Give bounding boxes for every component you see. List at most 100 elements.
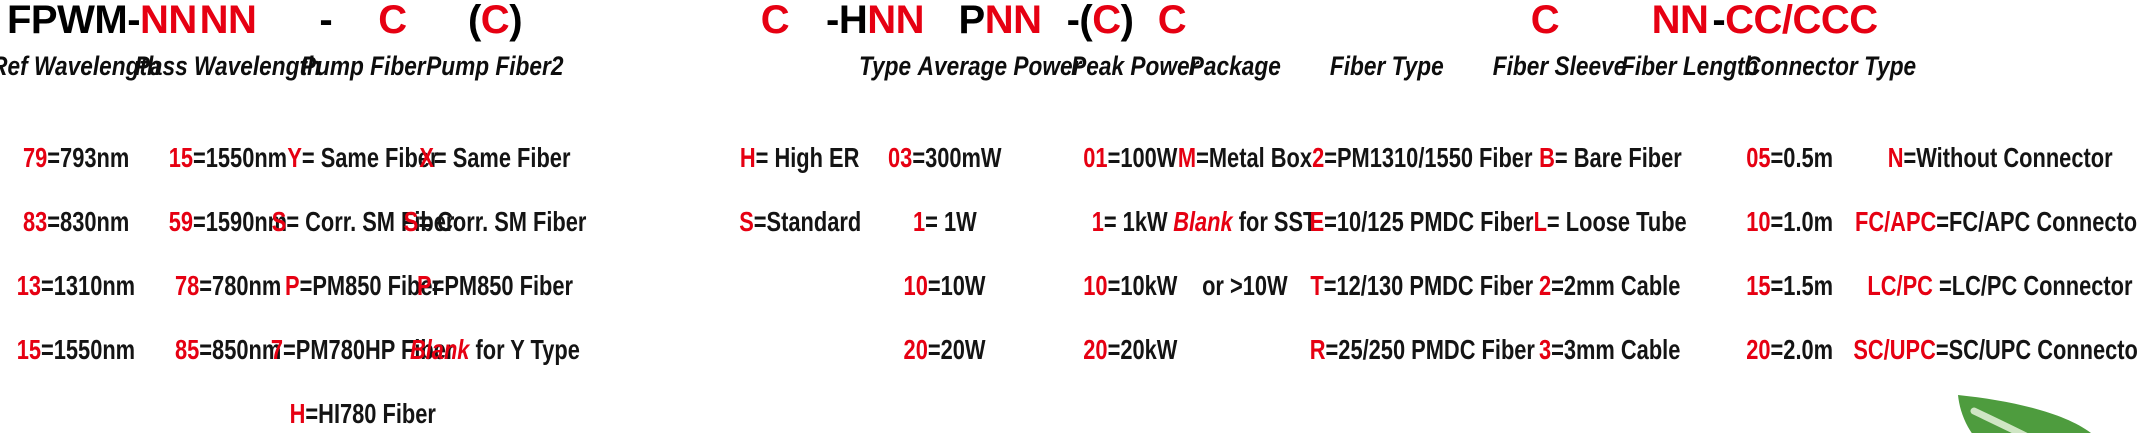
code-prefix: -( bbox=[1066, 0, 1093, 42]
column-connector-type: - CC/CCC Connector Type N=Without Connect… bbox=[1712, 0, 2138, 433]
column-label-type: Type bbox=[791, 51, 979, 82]
option-desc: =Standard bbox=[753, 206, 861, 237]
option: P=PM850 Fiber bbox=[417, 254, 573, 318]
option-desc: =1.5m bbox=[1770, 270, 1834, 301]
option-desc: =25/250 PMDC Fiber bbox=[1325, 334, 1535, 365]
code-placeholder: NN bbox=[984, 0, 1042, 42]
option-text: H=HI780 Fiber bbox=[290, 400, 436, 428]
option-desc: =10/125 PMDC Fiber bbox=[1324, 206, 1534, 237]
option: 15=1550nm bbox=[0, 318, 152, 382]
option-code: M bbox=[1177, 142, 1197, 173]
column-label-text: Package bbox=[1188, 51, 1282, 81]
option-text: SC/UPC=SC/UPC Connector bbox=[1853, 336, 2138, 364]
option-desc: =1.0m bbox=[1770, 206, 1834, 237]
column-pass-wavelength: NN Pass Wavelength 15=1550nm 59=1590nm 7… bbox=[135, 0, 321, 433]
option: 10=10kW bbox=[1043, 254, 1217, 318]
option-code: SC/UPC bbox=[1853, 334, 1936, 365]
option-text: H= High ER bbox=[740, 144, 860, 172]
column-label-text: Fiber Type bbox=[1330, 51, 1444, 81]
option-desc: =0.5m bbox=[1770, 142, 1834, 173]
option-text: L= Loose Tube bbox=[1533, 208, 1686, 236]
option: or >10W bbox=[1158, 254, 1332, 318]
option-text: 20=20kW bbox=[1083, 336, 1177, 364]
code-placeholder: C bbox=[480, 0, 510, 42]
option: 83=830nm bbox=[0, 190, 152, 254]
column-label-fiber-sleeve: Fiber Sleeve bbox=[1488, 51, 1632, 82]
option-text: 20=20W bbox=[904, 336, 986, 364]
option-text: 15=1.5m bbox=[1747, 272, 1834, 300]
option: 10=10W bbox=[858, 254, 1032, 318]
option-text: P=PM850 Fiber bbox=[417, 272, 573, 300]
option-desc: = 1W bbox=[925, 206, 977, 237]
option-desc: =100W bbox=[1107, 142, 1178, 173]
code-segment-pass-wavelength: NN bbox=[152, 0, 304, 40]
options-list: 79=793nm 83=830nm 13=1310nm 15=1550nm bbox=[0, 126, 152, 382]
option-code: 83 bbox=[22, 206, 48, 237]
option-desc: =780nm bbox=[199, 270, 282, 301]
options-list: 03=300mW 1= 1W 10=10W 20=20W bbox=[858, 126, 1032, 382]
option-text: E=10/125 PMDC Fiber bbox=[1310, 208, 1534, 236]
column-package: -(C) Package M=Metal Box Blank for SST o… bbox=[1067, 0, 1332, 433]
column-label-fiber-length: Fiber Length bbox=[1608, 51, 1772, 82]
option: 2=2mm Cable bbox=[1538, 254, 1682, 318]
option-code: H bbox=[740, 142, 757, 173]
code-placeholder: NN bbox=[1651, 0, 1709, 42]
option-desc: =LC/PC Connector bbox=[1932, 270, 2133, 301]
option: 2=PM1310/1550 Fiber bbox=[1310, 126, 1534, 190]
option-code: R bbox=[1309, 334, 1326, 365]
option-text: 10=1.0m bbox=[1747, 208, 1834, 236]
option-desc: = High ER bbox=[756, 142, 860, 173]
option-text: R=25/250 PMDC Fiber bbox=[1309, 336, 1534, 364]
option-text: 85=850nm bbox=[175, 336, 281, 364]
option-text: 59=1590nm bbox=[169, 208, 287, 236]
option: 85=850nm bbox=[152, 318, 304, 382]
column-label-package: Package bbox=[1148, 51, 1322, 82]
column-peak-power: P NN Peak Power 01=100W 1= 1kW 10=10kW 2… bbox=[959, 0, 1217, 433]
option: 05=0.5m bbox=[1708, 126, 1872, 190]
option: M=Metal Box bbox=[1158, 126, 1332, 190]
column-label-text: Fiber Length bbox=[1621, 51, 1759, 81]
code-placeholder: C bbox=[1530, 0, 1560, 42]
code-segment-fiber-sleeve: C bbox=[1473, 0, 1617, 40]
column-label-connector-type: Connector Type bbox=[1698, 51, 1962, 82]
option-text: 1= 1W bbox=[913, 208, 977, 236]
option-text: LC/PC =LC/PC Connector bbox=[1867, 272, 2132, 300]
option-code: B bbox=[1538, 142, 1555, 173]
option-code: S bbox=[271, 206, 287, 237]
option-desc: =PM850 Fiber bbox=[299, 270, 441, 301]
option-desc: = 1kW bbox=[1104, 206, 1168, 237]
option-code: 01 bbox=[1082, 142, 1108, 173]
code-segment-peak-power: P NN bbox=[913, 0, 1087, 40]
column-label-pump-fiber: Pump Fiber bbox=[296, 51, 430, 82]
code-placeholder: C bbox=[1092, 0, 1121, 42]
option-code: H bbox=[289, 398, 306, 429]
option-text: 15=1550nm bbox=[17, 336, 135, 364]
option-text: 3=3mm Cable bbox=[1539, 336, 1680, 364]
option-code: L bbox=[1533, 206, 1547, 237]
option-desc: =SC/UPC Connector bbox=[1935, 334, 2138, 365]
option-desc: =850nm bbox=[199, 334, 282, 365]
option: S= Corr. SM Fiber bbox=[404, 190, 587, 254]
option-desc: = Corr. SM Fiber bbox=[286, 206, 455, 237]
option-desc: =10kW bbox=[1107, 270, 1178, 301]
options-list: H= High ER S=Standard bbox=[706, 126, 894, 254]
options-list: Y= Same Fiber S= Corr. SM Fiber P=PM850 … bbox=[271, 126, 455, 433]
option-text: P=PM850 Fiber bbox=[285, 272, 441, 300]
option-desc: =2mm Cable bbox=[1551, 270, 1681, 301]
option-code: S bbox=[403, 206, 419, 237]
code-prefix: -H bbox=[826, 0, 868, 42]
code-segment-connector-type: - CC/CCC bbox=[1663, 0, 1927, 40]
option: E=10/125 PMDC Fiber bbox=[1310, 190, 1534, 254]
option-text: X= Same Fiber bbox=[419, 144, 570, 172]
option-desc: =PM1310/1550 Fiber bbox=[1323, 142, 1533, 173]
option: 1= 1W bbox=[858, 190, 1032, 254]
option-text: FC/APC=FC/APC Connector bbox=[1855, 208, 2138, 236]
option-code: 20 bbox=[1082, 334, 1108, 365]
option-desc: =300mW bbox=[912, 142, 1002, 173]
option-desc: =PM780HP Fiber bbox=[283, 334, 455, 365]
column-label-text: Average Power bbox=[918, 51, 1082, 81]
option-code: 03 bbox=[888, 142, 913, 173]
column-label-text: Pump Fiber bbox=[300, 51, 426, 81]
option-code: 13 bbox=[16, 270, 42, 301]
